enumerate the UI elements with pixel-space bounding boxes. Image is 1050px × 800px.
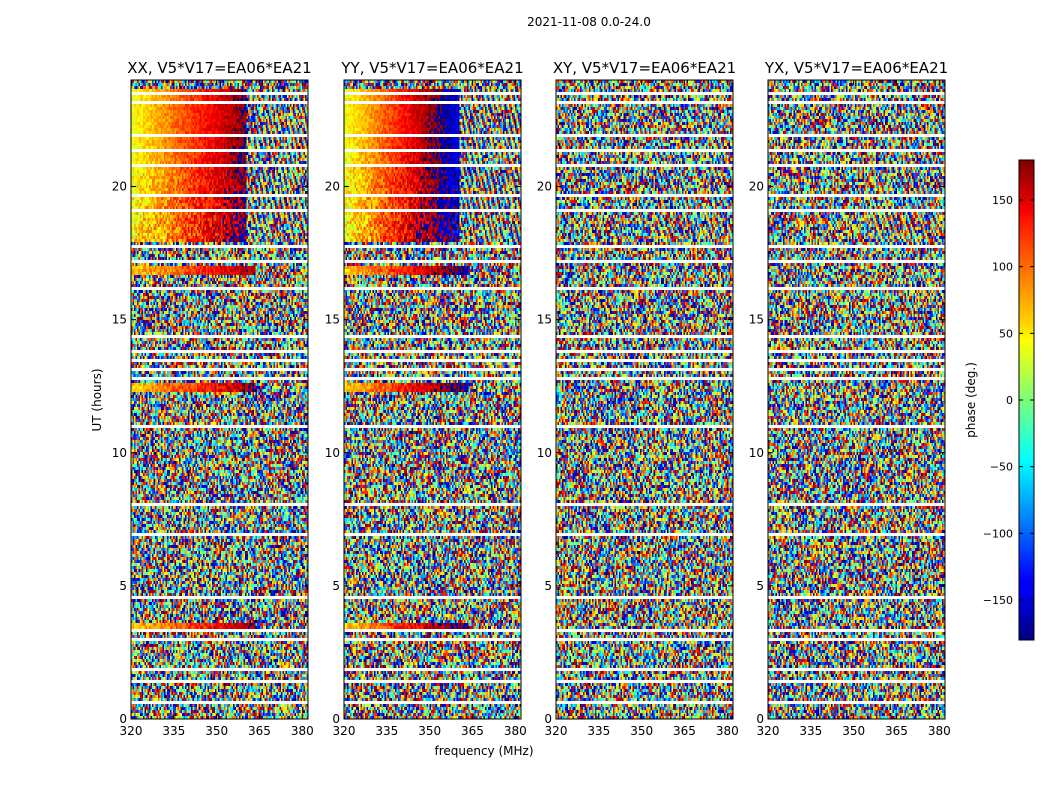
x-axis-label: frequency (MHz) bbox=[434, 744, 533, 758]
x-tick-label: 380 bbox=[716, 724, 739, 738]
y-tick-label: 5 bbox=[119, 579, 127, 593]
x-tick-label: 350 bbox=[842, 724, 865, 738]
panels-group: XX, V5*V17=EA06*EA21 320 335 350 365 380 0 5 10 1… bbox=[112, 59, 951, 738]
colorbar-tick-label: −50 bbox=[990, 461, 1013, 474]
panel-yy: YY, V5*V17=EA06*EA21 320 335 350 365 380 0 5 10 1… bbox=[325, 59, 527, 738]
panel-title-xx: XX, V5*V17=EA06*EA21 bbox=[127, 59, 311, 77]
y-tick-label: 0 bbox=[332, 712, 340, 726]
x-tick-label: 365 bbox=[248, 724, 271, 738]
colorbar-tick-label: 100 bbox=[992, 261, 1013, 274]
panel-frame-xx bbox=[130, 79, 309, 720]
y-tick-label: 10 bbox=[749, 446, 764, 460]
x-tick-label: 365 bbox=[885, 724, 908, 738]
colorbar-label: phase (deg.) bbox=[964, 362, 978, 438]
x-tick-label: 350 bbox=[205, 724, 228, 738]
phase-heatmap-yy bbox=[344, 80, 521, 719]
panel-yx: YX, V5*V17=EA06*EA21 320 335 350 365 380 0 5 10 1… bbox=[749, 59, 951, 738]
colorbar-tick-label: −100 bbox=[983, 527, 1013, 540]
x-tick-label: 350 bbox=[630, 724, 653, 738]
y-tick-label: 20 bbox=[112, 180, 127, 194]
x-tick-label: 380 bbox=[504, 724, 527, 738]
x-tick-label: 320 bbox=[333, 724, 356, 738]
colorbar: −150 −100 −50 0 50 100 150 phase (deg.) bbox=[964, 159, 1035, 641]
colorbar-tick-label: 0 bbox=[1006, 394, 1013, 407]
panel-title-yy: YY, V5*V17=EA06*EA21 bbox=[340, 59, 523, 77]
panel-xy: XY, V5*V17=EA06*EA21 320 335 350 365 380 0 5 10 1… bbox=[537, 59, 739, 738]
x-tick-label: 320 bbox=[757, 724, 780, 738]
y-tick-label: 5 bbox=[332, 579, 340, 593]
x-tick-label: 365 bbox=[461, 724, 484, 738]
x-tick-label: 320 bbox=[120, 724, 143, 738]
y-tick-label: 20 bbox=[749, 180, 764, 194]
y-axis-label: UT (hours) bbox=[90, 368, 104, 431]
panel-frame-xy bbox=[555, 79, 734, 720]
colorbar-gradient bbox=[1019, 160, 1034, 640]
y-tick-label: 10 bbox=[112, 446, 127, 460]
y-tick-label: 15 bbox=[325, 313, 340, 327]
y-tick-label: 15 bbox=[112, 313, 127, 327]
phase-heatmap-yx bbox=[768, 80, 945, 719]
colorbar-tick-label: 150 bbox=[992, 194, 1013, 207]
y-tick-label: 15 bbox=[749, 313, 764, 327]
phase-heatmap-xy bbox=[556, 80, 733, 719]
y-tick-label: 20 bbox=[325, 180, 340, 194]
panel-title-yx: YX, V5*V17=EA06*EA21 bbox=[764, 59, 948, 77]
figure-suptitle: 2021-11-08 0.0-24.0 bbox=[527, 15, 651, 29]
x-tick-label: 335 bbox=[162, 724, 185, 738]
x-tick-label: 335 bbox=[587, 724, 610, 738]
panel-xx: XX, V5*V17=EA06*EA21 320 335 350 365 380 0 5 10 1… bbox=[112, 59, 314, 738]
y-tick-label: 0 bbox=[756, 712, 764, 726]
phase-heatmap-xx bbox=[131, 80, 308, 719]
panel-frame-yx bbox=[767, 79, 946, 720]
y-tick-label: 10 bbox=[325, 446, 340, 460]
x-tick-label: 380 bbox=[928, 724, 951, 738]
colorbar-tick-label: 50 bbox=[999, 327, 1013, 340]
x-tick-label: 335 bbox=[799, 724, 822, 738]
y-tick-label: 0 bbox=[119, 712, 127, 726]
x-tick-label: 365 bbox=[673, 724, 696, 738]
colorbar-tick-label: −150 bbox=[983, 594, 1013, 607]
y-tick-label: 5 bbox=[756, 579, 764, 593]
y-tick-label: 0 bbox=[544, 712, 552, 726]
panel-title-xy: XY, V5*V17=EA06*EA21 bbox=[553, 59, 736, 77]
x-tick-label: 335 bbox=[375, 724, 398, 738]
y-tick-label: 20 bbox=[537, 180, 552, 194]
panel-frame-yy bbox=[343, 79, 522, 720]
x-tick-label: 320 bbox=[545, 724, 568, 738]
x-tick-label: 350 bbox=[418, 724, 441, 738]
y-tick-label: 15 bbox=[537, 313, 552, 327]
y-tick-label: 10 bbox=[537, 446, 552, 460]
colorbar-ticks: −150 −100 −50 0 50 100 150 bbox=[983, 194, 1034, 607]
y-tick-label: 5 bbox=[544, 579, 552, 593]
x-tick-label: 380 bbox=[291, 724, 314, 738]
